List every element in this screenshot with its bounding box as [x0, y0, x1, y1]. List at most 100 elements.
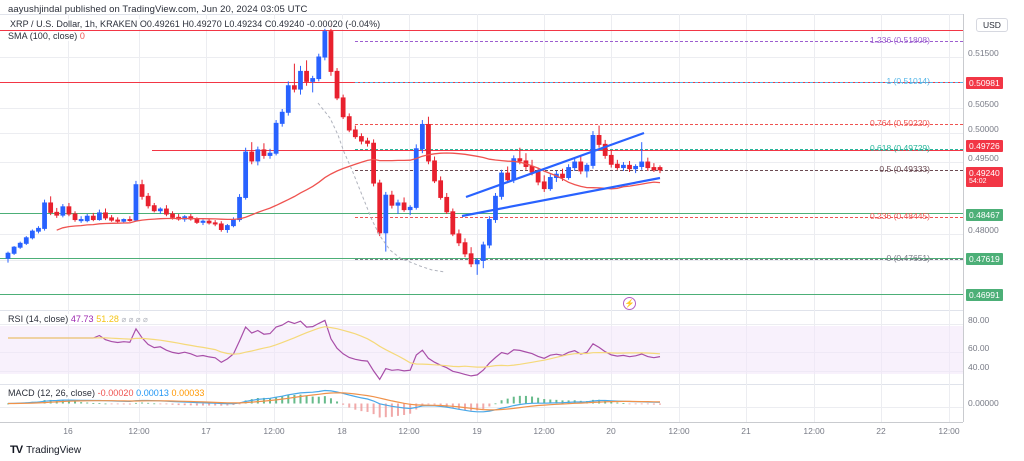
candle-body — [401, 202, 407, 211]
candle-body — [614, 163, 620, 169]
macd-hist-bar — [555, 399, 558, 404]
macd-hist-bar — [427, 403, 430, 405]
candle-body — [383, 194, 389, 234]
candle-body — [560, 173, 565, 179]
macd-hist-bar — [567, 400, 570, 404]
price-badge-value: 0.48467 — [969, 210, 1000, 220]
candle-body — [395, 202, 401, 206]
fib-line-4[interactable] — [355, 170, 963, 171]
vertical-gridline — [881, 14, 882, 422]
candle-body — [517, 158, 523, 162]
candle-body — [413, 148, 419, 208]
macd-hist-bar — [390, 403, 393, 417]
macd-hist-bar — [128, 403, 131, 405]
macd-hist-bar — [226, 403, 229, 406]
support-low-line[interactable] — [0, 294, 963, 295]
macd-hist-bar — [195, 403, 198, 406]
fib-line-1[interactable] — [355, 82, 963, 83]
candle-body — [365, 140, 370, 144]
macd-hist-bar — [238, 403, 241, 405]
flash-icon[interactable]: ⚡ — [623, 297, 636, 310]
macd-hist-bar — [323, 396, 326, 404]
candle-body — [237, 196, 242, 221]
candle-body — [139, 184, 145, 197]
price-badge-5[interactable]: 0.46991 — [966, 289, 1003, 301]
candle-body — [224, 225, 230, 230]
candle-body — [218, 223, 224, 230]
macd-legend-hist: 0.00033 — [171, 388, 205, 398]
support-upper-line[interactable] — [0, 213, 963, 214]
candle-body — [121, 219, 127, 222]
macd-hist-bar — [171, 403, 174, 405]
time-axis[interactable]: 16 12:00 17 12:00 18 12:00 19 12:00 20 12:00 21 12:… — [0, 423, 963, 441]
macd-hist-bar — [506, 398, 509, 404]
price-badge-0[interactable]: 0.50981 — [966, 77, 1003, 89]
projection-path — [317, 102, 446, 273]
candle-body — [627, 164, 632, 170]
fib-line-2[interactable] — [355, 124, 963, 125]
resistance-top-line[interactable] — [0, 30, 963, 31]
macd-hist-bar — [524, 395, 527, 404]
macd-hist-bar — [147, 402, 150, 404]
sma-legend[interactable]: SMA (100, close) 0 — [6, 31, 87, 41]
fib-line-6[interactable] — [355, 259, 963, 260]
macd-hist-bar — [104, 403, 107, 405]
candle-body — [389, 194, 395, 206]
macd-hist-bar — [591, 399, 594, 404]
symbol-legend[interactable]: XRP / U.S. Dollar, 1h, KRAKEN O0.49261 H… — [8, 19, 383, 29]
time-tick-5: 12:00 — [398, 426, 420, 436]
macd-hist-bar — [652, 403, 655, 405]
horizontal-gridline — [0, 57, 963, 58]
macd-legend[interactable]: MACD (12, 26, close) -0.00020 0.00013 0.… — [6, 388, 207, 398]
price-axis[interactable]: USD 0.51500 0.50500 0.50000 0.49500 0.48000 0… — [964, 14, 1024, 422]
attribution-text: aayushjindal published on TradingView.co… — [8, 4, 308, 15]
macd-hist-bar — [433, 403, 436, 405]
time-tick-6: 19 — [472, 426, 482, 436]
vertical-gridline — [746, 14, 747, 422]
macd-hist-bar — [378, 403, 381, 418]
candle-body — [145, 195, 151, 207]
candle-body — [182, 216, 188, 220]
candle-body — [328, 31, 334, 72]
price-badge-3[interactable]: 0.48467 — [966, 209, 1003, 221]
candle-body — [535, 171, 541, 183]
fib-label-5: 0.236 (0.48445) — [869, 211, 930, 221]
price-badge-4[interactable]: 0.47619 — [966, 253, 1003, 265]
fib-line-3[interactable] — [355, 149, 963, 150]
macd-hist-bar — [92, 403, 95, 404]
tradingview-logo-word: TradingView — [26, 444, 82, 456]
price-badge-1[interactable]: 0.49726 — [966, 140, 1003, 152]
time-tick-10: 21 — [741, 426, 751, 436]
candle-body — [334, 70, 340, 99]
price-tick-4: 0.48000 — [968, 225, 999, 235]
candle-body — [115, 219, 121, 222]
price-tick-3: 0.49500 — [968, 153, 999, 163]
time-tick-4: 18 — [337, 426, 347, 436]
macd-hist-bar — [305, 395, 308, 404]
candle-body — [596, 135, 602, 145]
macd-hist-bar — [372, 403, 375, 415]
fib-label-6: 0 (0.47651) — [886, 253, 930, 263]
fib-line-0[interactable] — [355, 41, 963, 42]
horizontal-gridline — [0, 407, 963, 408]
rsi-legend-icons[interactable]: ⌀ ⌀ ⌀ ⌀ — [121, 315, 148, 324]
candle-body — [188, 216, 194, 220]
candle-body — [212, 222, 218, 225]
macd-hist-bar — [80, 402, 83, 404]
macd-hist-bar — [214, 403, 217, 406]
currency-chip[interactable]: USD — [976, 18, 1008, 32]
macd-hist-bar — [628, 403, 631, 405]
price-badge-2[interactable]: 0.49240 54:02 — [966, 167, 1003, 187]
macd-hist-bar — [579, 400, 582, 404]
horizontal-gridline — [0, 324, 963, 325]
fib-label-0: 1.236 (0.51808) — [869, 35, 930, 45]
rsi-tick-0: 80.00 — [968, 315, 990, 325]
macd-tick-0: 0.00000 — [968, 398, 999, 408]
tradingview-logo-mark: TV — [10, 444, 23, 456]
time-tick-13: 12:00 — [938, 426, 960, 436]
macd-hist-bar — [262, 397, 265, 404]
macd-hist-bar — [531, 396, 534, 404]
resistance-low-line[interactable] — [152, 150, 963, 151]
fib-label-4: 0.5 (0.49333) — [879, 164, 930, 174]
rsi-legend[interactable]: RSI (14, close) 47.73 51.28 ⌀ ⌀ ⌀ ⌀ — [6, 314, 150, 324]
